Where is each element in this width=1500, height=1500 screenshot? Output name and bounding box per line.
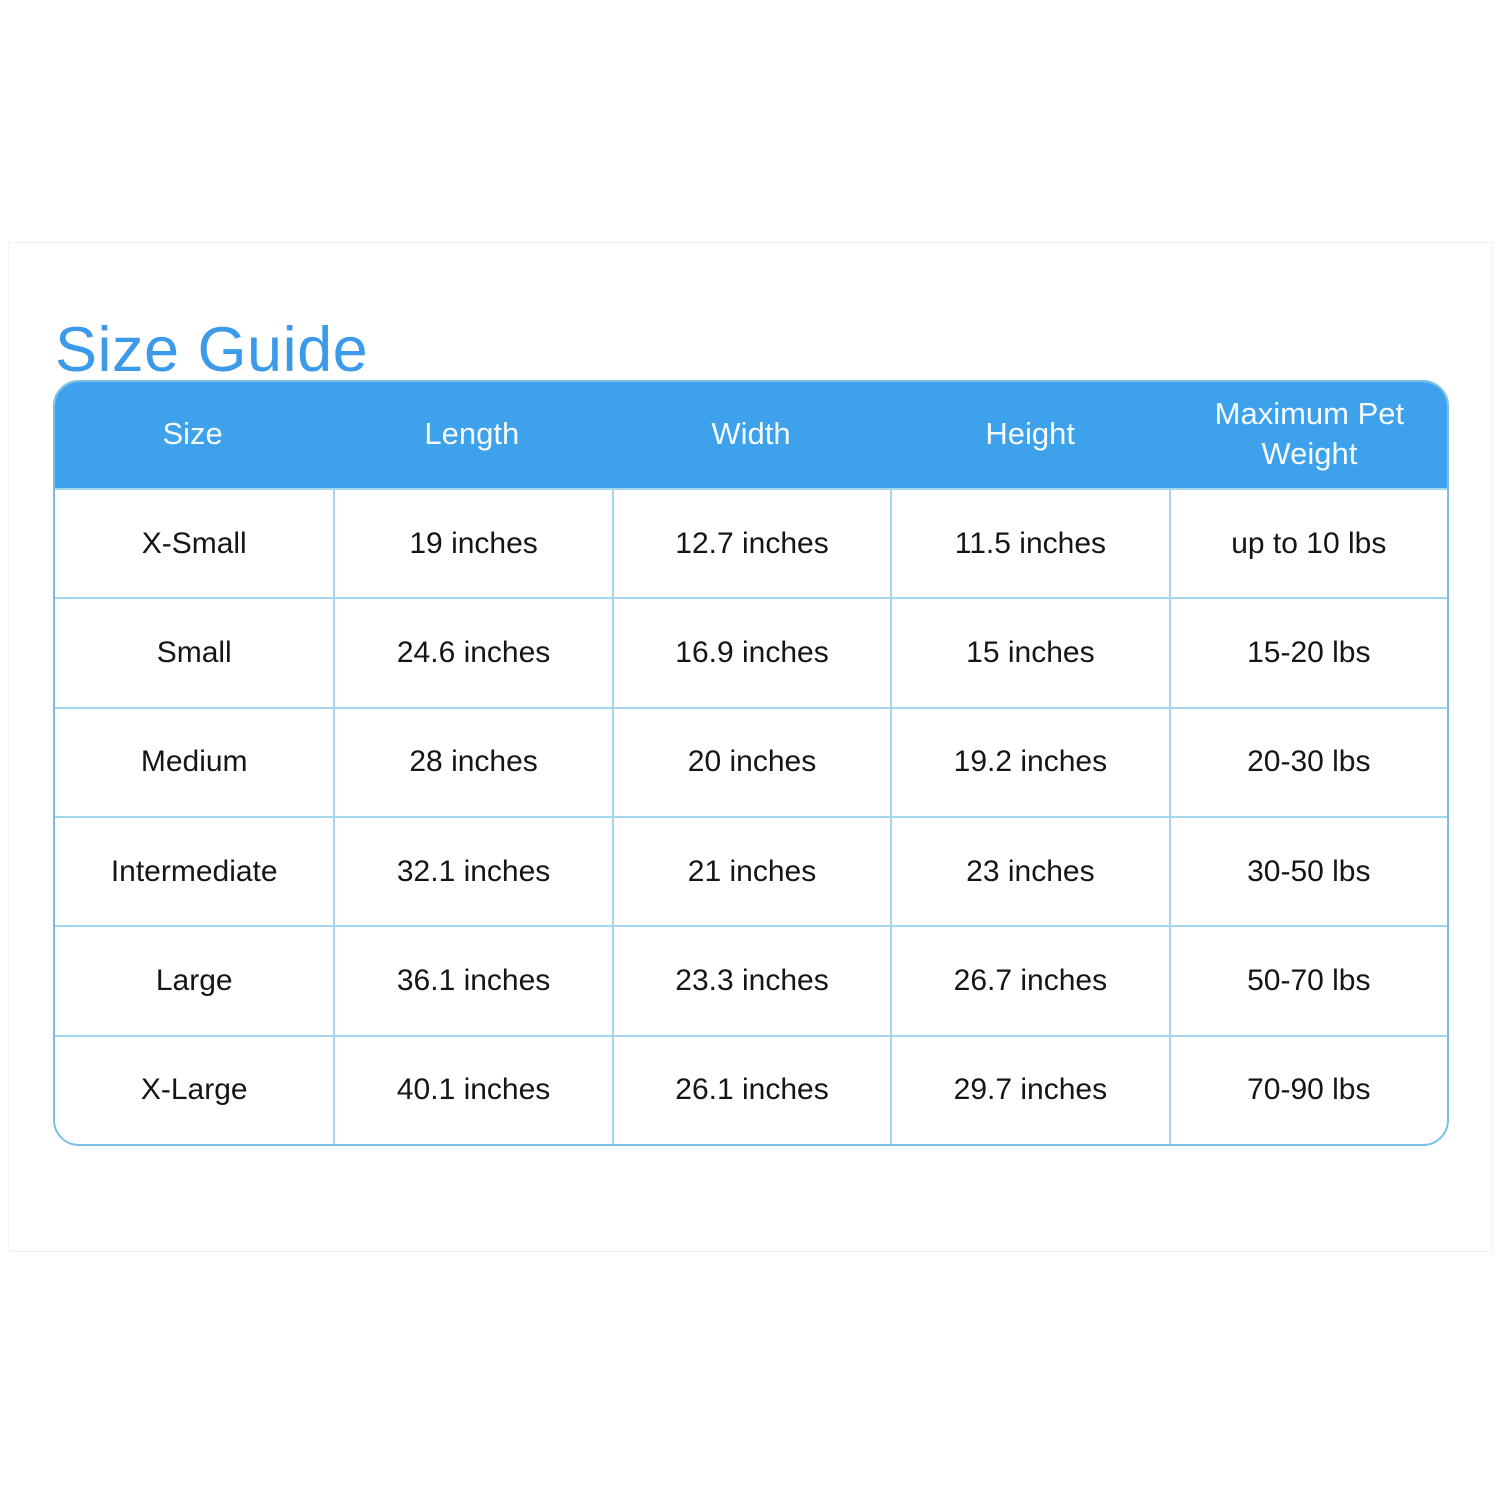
size-guide-card: Size Guide Size Length Width Height Maxi… [8,242,1493,1252]
table-header-row: Size Length Width Height Maximum Pet Wei… [55,382,1447,488]
table-cell: 19 inches [333,490,611,598]
table-cell: 15 inches [890,599,1168,707]
table-row: X-Small 19 inches 12.7 inches 11.5 inche… [55,488,1447,598]
header-cell-max-pet-weight: Maximum Pet Weight [1214,395,1405,471]
table-cell: 29.7 inches [890,1036,1168,1144]
table-cell: 16.9 inches [611,599,890,707]
table-cell: 26.7 inches [890,927,1168,1035]
table-cell: 12.7 inches [611,490,890,598]
header-cell-width: Width [711,415,791,451]
page-title: Size Guide [55,315,369,386]
table-cell: X-Small [141,526,247,560]
header-cell-length: Length [424,415,520,451]
table-cell: 40.1 inches [333,1036,611,1144]
table-cell: 28 inches [333,708,611,816]
table-cell: 36.1 inches [333,927,611,1035]
table-cell: Small [156,635,232,669]
table-cell: X-Large [140,1073,248,1107]
table-cell: 32.1 inches [333,817,611,926]
header-cell-height: Height [985,415,1075,451]
table-cell: 24.6 inches [333,599,611,707]
table-cell: 23 inches [890,817,1168,926]
table-cell: Large [155,963,233,997]
table-cell: 21 inches [611,817,890,926]
size-guide-table: Size Length Width Height Maximum Pet Wei… [53,380,1449,1146]
table-row: X-Large 40.1 inches 26.1 inches 29.7 inc… [55,1034,1447,1144]
table-cell: 26.1 inches [611,1036,890,1144]
header-cell-size: Size [162,415,223,451]
table-row: Intermediate 32.1 inches 21 inches 23 in… [55,815,1447,926]
table-row: Medium 28 inches 20 inches 19.2 inches 2… [55,706,1447,816]
table-row: Small 24.6 inches 16.9 inches 15 inches … [55,597,1447,707]
table-cell: 11.5 inches [890,490,1168,598]
table-cell: Medium [140,745,248,779]
table-cell: up to 10 lbs [1168,490,1447,598]
table-cell: 70-90 lbs [1168,1036,1447,1144]
table-cell: 23.3 inches [611,927,890,1035]
table-cell: Intermediate [110,854,278,888]
table-cell: 30-50 lbs [1168,817,1447,926]
table-cell: 15-20 lbs [1168,599,1447,707]
table-row: Large 36.1 inches 23.3 inches 26.7 inche… [55,925,1447,1035]
table-cell: 19.2 inches [890,708,1168,816]
table-cell: 50-70 lbs [1168,927,1447,1035]
table-cell: 20-30 lbs [1168,708,1447,816]
table-cell: 20 inches [611,708,890,816]
